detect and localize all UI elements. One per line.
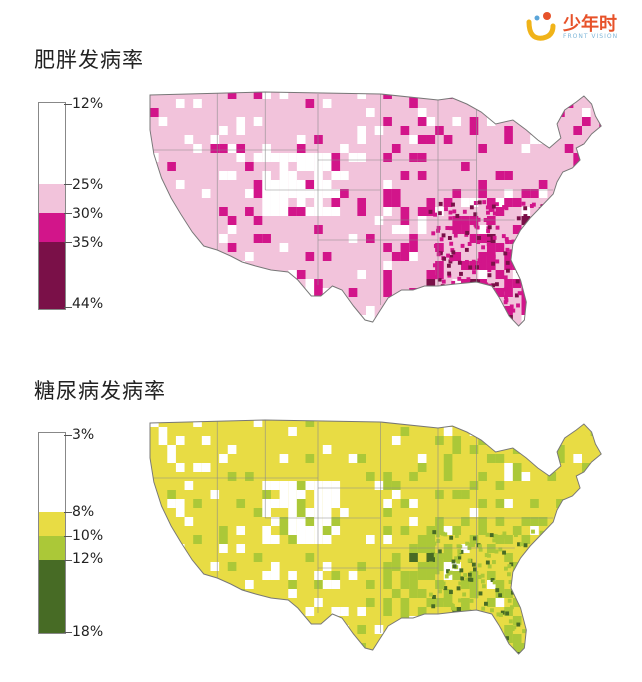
logo-icon — [526, 12, 556, 41]
obesity-legend-label: 12% — [72, 96, 104, 112]
diabetes-legend-segment-3 — [39, 536, 65, 560]
obesity-legend-label: 44% — [72, 296, 104, 312]
diabetes-legend-bar — [38, 432, 66, 634]
diabetes-legend-segment-2 — [39, 512, 65, 536]
obesity-legend-label: 30% — [72, 206, 104, 222]
brand-logo: 少年时 FRONT VISION — [523, 8, 635, 48]
obesity-legend-segment-3 — [39, 213, 65, 242]
obesity-legend-label: 25% — [72, 177, 104, 193]
diabetes-map-title: 糖尿病发病率 — [34, 379, 166, 403]
obesity-legend-segment-4 — [39, 242, 65, 309]
map-land — [150, 420, 602, 654]
diabetes-legend-label: 8% — [72, 504, 95, 520]
obesity-legend-bar — [38, 102, 66, 310]
obesity-map-title: 肥胖发病率 — [34, 48, 144, 72]
map-outline — [149, 91, 602, 327]
map-outline — [149, 419, 602, 655]
diabetes-legend-label: 3% — [72, 427, 95, 443]
diabetes-legend-label: 12% — [72, 551, 104, 567]
diabetes-legend-label: 18% — [72, 624, 104, 640]
logo-text: 少年时 — [563, 14, 617, 35]
diabetes-legend-label: 10% — [72, 528, 104, 544]
diabetes-legend-segment-1 — [39, 433, 65, 512]
obesity-legend-label: 35% — [72, 235, 104, 251]
logo-subtext: FRONT VISION — [563, 33, 619, 40]
obesity-legend-segment-1 — [39, 103, 65, 184]
obesity-legend-segment-2 — [39, 184, 65, 213]
diabetes-legend-segment-4 — [39, 560, 65, 633]
